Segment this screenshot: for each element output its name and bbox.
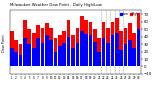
- Bar: [58, 35, 62, 66]
- Bar: [106, 43, 110, 66]
- Bar: [58, 46, 62, 66]
- Bar: [71, 48, 75, 66]
- Bar: [93, 42, 97, 66]
- Bar: [84, 20, 88, 66]
- Bar: [67, 37, 71, 66]
- Bar: [80, 16, 84, 66]
- Bar: [23, 20, 27, 66]
- Bar: [124, 44, 127, 66]
- Bar: [19, 55, 22, 66]
- Bar: [111, 22, 114, 66]
- Bar: [10, 31, 14, 66]
- Bar: [111, 35, 114, 66]
- Bar: [119, 50, 123, 66]
- Bar: [32, 48, 36, 66]
- Bar: [89, 35, 92, 66]
- Bar: [89, 22, 92, 66]
- Bar: [80, 31, 84, 66]
- Bar: [137, 13, 140, 66]
- Bar: [45, 23, 49, 66]
- Bar: [27, 44, 31, 66]
- Bar: [76, 28, 79, 66]
- Bar: [32, 33, 36, 66]
- Bar: [14, 40, 18, 66]
- Bar: [115, 33, 119, 66]
- Bar: [23, 38, 27, 66]
- Bar: [54, 52, 57, 66]
- Bar: [49, 40, 53, 66]
- Bar: [132, 33, 136, 66]
- Bar: [93, 29, 97, 66]
- Bar: [97, 38, 101, 66]
- Bar: [49, 28, 53, 66]
- Bar: [115, 18, 119, 66]
- Bar: [84, 34, 88, 66]
- Text: Milwaukee Weather Dew Point - Daily High/Low: Milwaukee Weather Dew Point - Daily High…: [10, 3, 102, 7]
- Bar: [62, 43, 66, 66]
- Bar: [10, 48, 14, 66]
- Bar: [36, 38, 40, 66]
- Bar: [45, 35, 49, 66]
- Bar: [124, 28, 127, 66]
- Text: Dew Point: Dew Point: [2, 35, 6, 52]
- Bar: [128, 23, 132, 66]
- Bar: [119, 31, 123, 66]
- Bar: [67, 20, 71, 66]
- Bar: [102, 38, 105, 66]
- Bar: [106, 28, 110, 66]
- Bar: [71, 35, 75, 66]
- Bar: [19, 44, 22, 66]
- Bar: [40, 28, 44, 66]
- Bar: [62, 31, 66, 66]
- Bar: [132, 48, 136, 66]
- Bar: [14, 52, 18, 66]
- Bar: [54, 38, 57, 66]
- Bar: [128, 40, 132, 66]
- Bar: [76, 43, 79, 66]
- Bar: [97, 52, 101, 66]
- Bar: [102, 22, 105, 66]
- Bar: [36, 25, 40, 66]
- Legend: Low, High: Low, High: [120, 12, 139, 17]
- Bar: [27, 29, 31, 66]
- Bar: [40, 43, 44, 66]
- Bar: [137, 29, 140, 66]
